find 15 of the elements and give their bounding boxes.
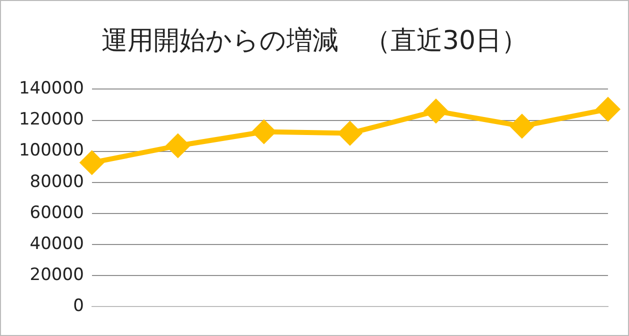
point (338, 122, 362, 145)
point (424, 100, 448, 123)
y-tick-label: 20000 (30, 264, 84, 285)
y-tick-label: 0 (73, 296, 84, 316)
chart-title: 運用開始からの増減 （直近30日） (100, 25, 529, 58)
y-tick-label: 80000 (30, 172, 84, 192)
y-tick-label: 100000 (18, 140, 84, 161)
y-tick-label: 140000 (18, 78, 84, 99)
point (166, 134, 190, 158)
point (510, 114, 534, 138)
point (252, 120, 276, 144)
y-tick-label: 40000 (30, 234, 84, 254)
point (596, 98, 620, 121)
y-tick-label: 60000 (30, 202, 84, 223)
y-tick-label: 120000 (18, 110, 84, 130)
